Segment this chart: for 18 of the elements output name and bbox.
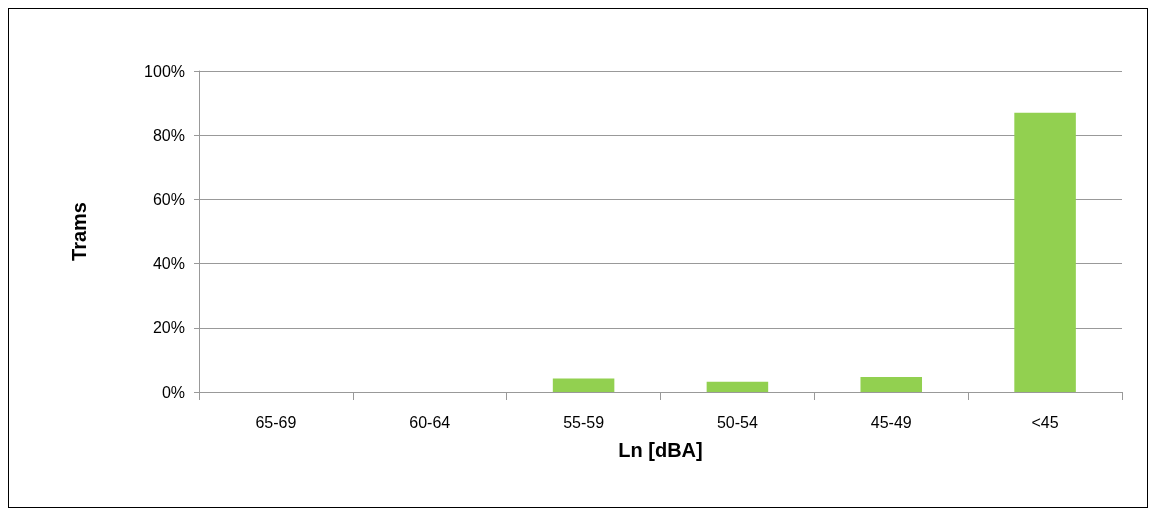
bar xyxy=(552,378,615,392)
x-axis-title: Ln [dBA] xyxy=(618,439,703,461)
bar xyxy=(860,376,923,392)
y-tick-label: 0% xyxy=(161,383,185,401)
x-tick-label: 65-69 xyxy=(255,413,297,431)
y-tick-label: 80% xyxy=(152,126,185,144)
x-tick-label: 60-64 xyxy=(409,413,451,431)
x-tick-label: <45 xyxy=(1031,413,1059,431)
bar xyxy=(1014,112,1076,392)
bar xyxy=(706,381,769,392)
x-tick-label: 50-54 xyxy=(716,413,758,431)
y-tick-label: 40% xyxy=(152,255,185,273)
x-tick-label: 45-49 xyxy=(870,413,912,431)
x-tick-label: 55-59 xyxy=(563,413,605,431)
y-tick-label: 60% xyxy=(152,190,185,208)
y-axis-title: Trams xyxy=(68,202,90,261)
y-tick-label: 20% xyxy=(152,319,185,337)
y-tick-label: 100% xyxy=(144,62,185,80)
